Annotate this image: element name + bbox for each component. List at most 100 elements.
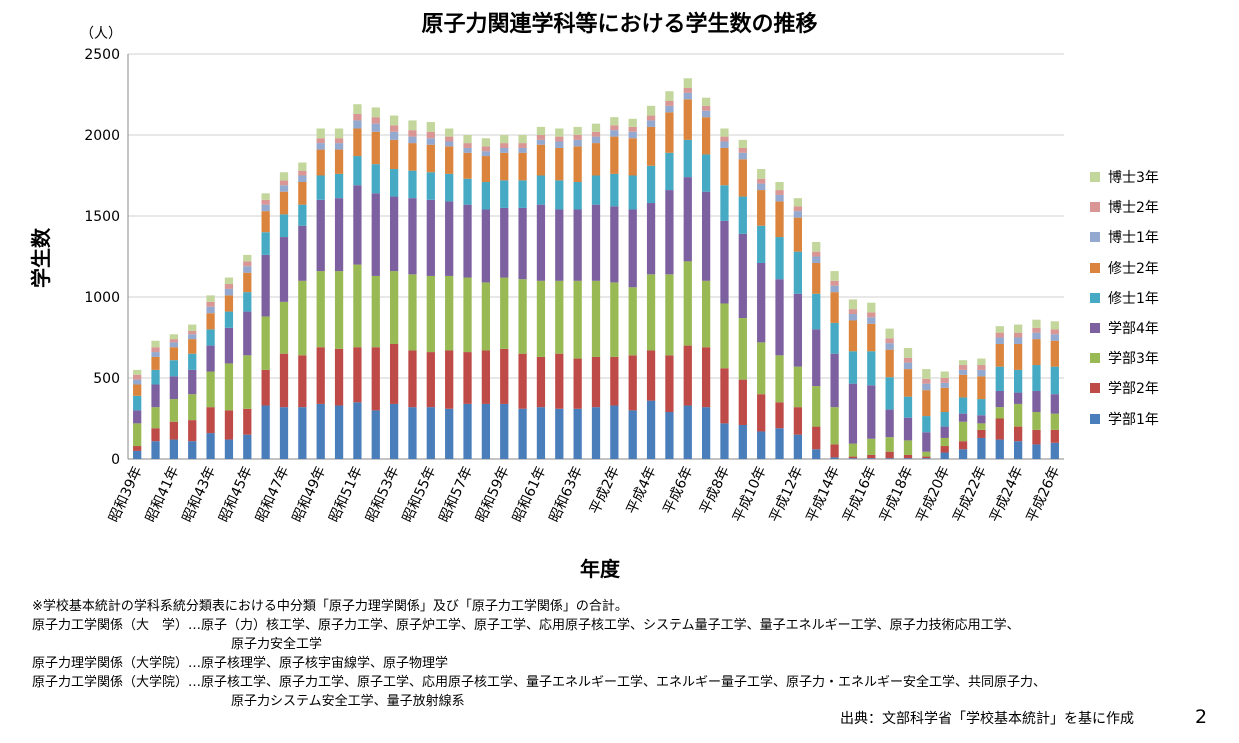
x-tick-label: 昭和61年 bbox=[510, 464, 550, 525]
bar-segment bbox=[518, 152, 527, 181]
bar-segment bbox=[445, 350, 454, 409]
bar-segment bbox=[371, 131, 380, 165]
bar-segment bbox=[243, 311, 252, 356]
bar-segment bbox=[757, 342, 766, 395]
legend-label: 修士1年 bbox=[1108, 290, 1159, 307]
bar-segment bbox=[885, 409, 894, 438]
bar-segment bbox=[206, 407, 215, 434]
bar-segment bbox=[903, 369, 913, 397]
bar-segment bbox=[334, 405, 344, 459]
bar-segment bbox=[1050, 413, 1059, 430]
bar-segment bbox=[665, 355, 674, 413]
bar-segment bbox=[316, 143, 325, 150]
bar-segment bbox=[903, 396, 913, 418]
bar-segment bbox=[298, 355, 307, 408]
bar-segment bbox=[646, 400, 656, 459]
bar-segment bbox=[610, 117, 619, 126]
bar-segment bbox=[279, 180, 289, 186]
bar-segment bbox=[389, 115, 399, 126]
bar-segment bbox=[885, 458, 894, 459]
bar-segment bbox=[995, 332, 1004, 338]
bar-segment bbox=[701, 154, 711, 192]
bar-segment bbox=[518, 135, 527, 144]
bar-segment bbox=[885, 349, 894, 378]
bar-segment bbox=[885, 377, 894, 410]
legend-swatch bbox=[1090, 413, 1100, 424]
bar-segment bbox=[224, 277, 234, 285]
source-credit: 出典：文部科学省「学校基本統計」を基に作成 bbox=[840, 711, 1134, 727]
bar-segment bbox=[151, 356, 160, 370]
bar-segment bbox=[389, 125, 399, 132]
bar-segment bbox=[720, 185, 729, 221]
bar-segment bbox=[518, 147, 527, 153]
bar-segment bbox=[500, 147, 509, 153]
bar-segment bbox=[481, 138, 491, 147]
bar-segment bbox=[426, 122, 435, 132]
bar-segment bbox=[555, 180, 564, 210]
bar-segment bbox=[591, 280, 601, 357]
bar-segment bbox=[445, 201, 454, 276]
bar-segment bbox=[334, 143, 344, 150]
bar-segment bbox=[353, 264, 362, 348]
bar-segment bbox=[830, 292, 839, 323]
bar-segment bbox=[628, 138, 637, 176]
bar-segment bbox=[573, 280, 582, 359]
bar-segment bbox=[169, 334, 179, 340]
bar-segment bbox=[628, 175, 637, 210]
bar-segment bbox=[518, 279, 527, 354]
bar-segment bbox=[316, 175, 325, 200]
bar-segment bbox=[188, 324, 197, 332]
bar-segment bbox=[206, 433, 215, 459]
bar-segment bbox=[610, 206, 619, 283]
bar-segment bbox=[261, 405, 270, 459]
bar-segment bbox=[426, 275, 435, 353]
bar-segment bbox=[243, 254, 252, 262]
x-tick-label: 昭和41年 bbox=[143, 464, 183, 525]
bar-segment bbox=[995, 407, 1004, 419]
bar-segment bbox=[371, 123, 380, 132]
bar-segment bbox=[445, 408, 454, 459]
bar-segment bbox=[1013, 369, 1023, 393]
bar-segment bbox=[977, 423, 986, 430]
legend-label: 学部1年 bbox=[1108, 411, 1159, 428]
bar-segment bbox=[591, 143, 601, 176]
bar-segment bbox=[793, 217, 803, 252]
bar-segment bbox=[720, 368, 729, 424]
bar-segment bbox=[867, 454, 876, 459]
bar-segment bbox=[977, 415, 986, 424]
legend-item: 修士1年 bbox=[1090, 283, 1159, 313]
bar-segment bbox=[500, 403, 509, 459]
x-tick-label: 昭和39年 bbox=[106, 464, 146, 525]
bar-segment bbox=[463, 152, 472, 179]
bar-segment bbox=[445, 136, 454, 142]
bar-segment bbox=[353, 113, 362, 121]
bar-segment bbox=[738, 196, 747, 234]
bar-segment bbox=[867, 385, 876, 439]
x-tick-label: 平成6年 bbox=[660, 464, 696, 517]
bar-segment bbox=[940, 378, 949, 383]
x-tick-label: 昭和63年 bbox=[546, 464, 586, 525]
bar-segment bbox=[353, 120, 362, 129]
bar-segment bbox=[591, 136, 601, 144]
bar-segment bbox=[940, 437, 949, 447]
bar-segment bbox=[958, 441, 968, 450]
bar-segment bbox=[408, 198, 417, 275]
bar-segment bbox=[279, 353, 289, 408]
x-tick-label: 昭和55年 bbox=[400, 464, 440, 525]
bar-segment bbox=[665, 112, 674, 153]
bar-segment bbox=[1050, 366, 1059, 395]
bar-segment bbox=[628, 355, 637, 411]
bar-segment bbox=[757, 431, 766, 459]
bar-segment bbox=[757, 183, 766, 191]
bar-segment bbox=[1032, 319, 1041, 328]
bar-segment bbox=[958, 360, 968, 366]
bar-segment bbox=[151, 407, 160, 429]
bar-segment bbox=[206, 329, 215, 346]
x-tick-label: 平成22年 bbox=[950, 464, 990, 525]
bar-segment bbox=[665, 91, 674, 101]
x-tick-label: 平成18年 bbox=[877, 464, 917, 525]
bar-segment bbox=[683, 88, 692, 93]
bar-segment bbox=[995, 366, 1004, 391]
bar-segment bbox=[206, 371, 215, 408]
bar-segment bbox=[408, 407, 417, 459]
